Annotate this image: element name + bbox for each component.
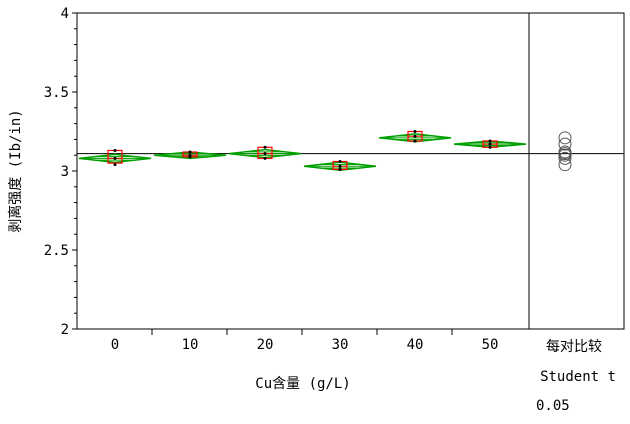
plot-frame [76,12,530,330]
y-tick-label: 4 [61,6,69,22]
y-tick-label: 2 [61,322,69,338]
data-point [338,167,342,171]
x-axis: 0 10 20 30 40 50 [111,329,499,353]
y-tick-label: 3.5 [44,85,69,101]
comparison-panel [528,12,625,330]
x-tick-label: 10 [182,337,199,353]
data-point [113,163,117,167]
x-tick-label: 20 [257,337,274,353]
data-point [113,156,117,160]
data-point [413,139,417,143]
data-point [338,164,342,168]
data-point [263,152,267,156]
x-tick-label: 0 [111,337,119,353]
data-point [188,153,192,157]
comparison-circle [558,151,572,165]
comparison-circle [558,145,572,159]
x-tick-label: 40 [407,337,424,353]
group-10 [153,150,227,160]
comparison-circle [558,137,572,151]
data-point [338,160,342,164]
y-axis: 2 2.5 3 3.5 4 [44,6,77,338]
data-point [413,130,417,133]
comparison-circles [558,131,572,172]
data-point [413,134,417,138]
data-point [263,145,267,149]
alpha-value: 0.05 [536,398,570,414]
data-point [188,150,192,154]
comparison-circle [558,131,572,145]
y-tick-label: 3 [61,164,69,180]
comparison-test: Student t [540,369,616,385]
group-20 [228,145,302,160]
comparison-label: 每对比较 [546,339,602,355]
data-point [488,145,492,149]
data-point [113,148,117,152]
group-50 [453,139,527,149]
data-point [488,142,492,146]
comparison-circle [558,158,572,172]
group-30 [303,160,377,171]
groups [78,130,527,171]
data-point [488,139,492,143]
group-0 [78,148,152,167]
x-axis-title: Cu含量 (g/L) [255,376,350,392]
y-axis-title: 剥离强度 (Ib/in) [7,109,24,232]
x-tick-label: 30 [332,337,349,353]
x-tick-label: 50 [482,337,499,353]
data-point [263,156,267,160]
group-40 [378,130,452,143]
y-tick-label: 2.5 [44,243,69,259]
